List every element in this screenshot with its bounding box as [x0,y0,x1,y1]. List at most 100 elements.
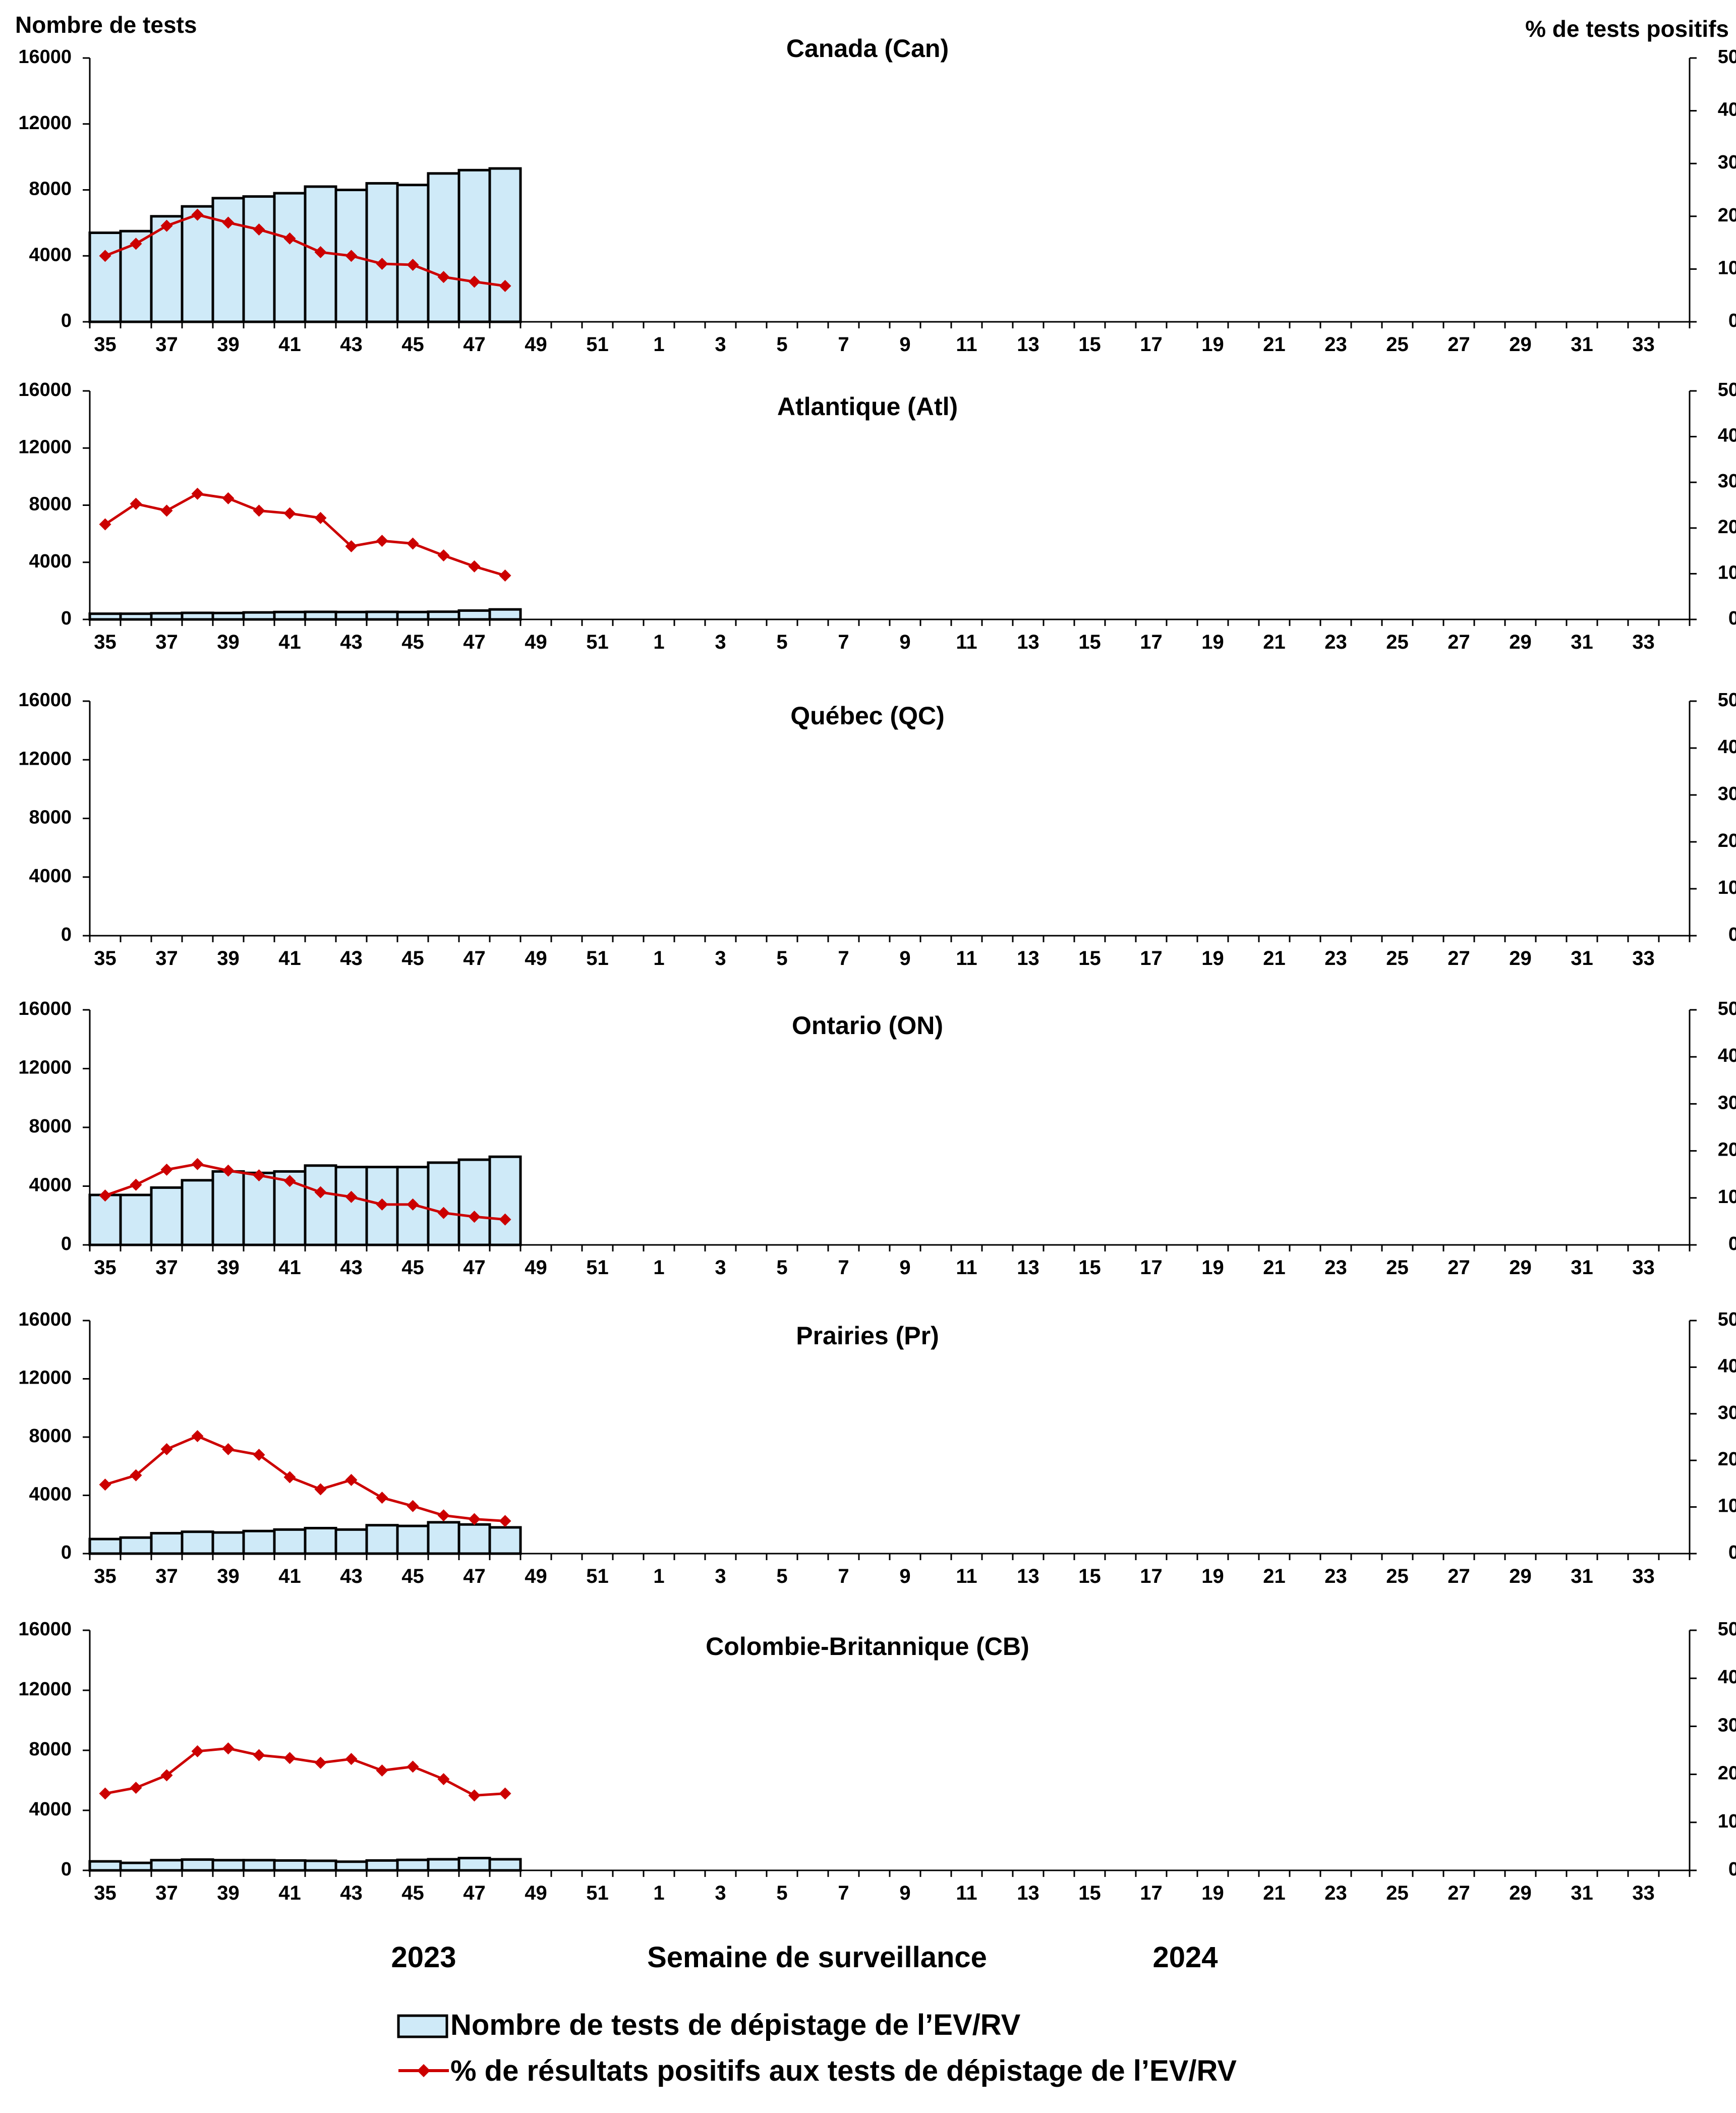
bar-tests-week-46 [427,1858,460,1872]
percent-point-week-35 [99,250,111,262]
bar-tests-week-37 [150,612,184,621]
x-tick-label: 3 [715,631,726,653]
x-tick-label: 11 [956,1565,977,1587]
x-tick-label: 15 [1078,1257,1101,1279]
percent-point-week-38 [191,1430,204,1443]
right-tick-label: 30 [1718,152,1736,173]
bar-tests-week-44 [365,1859,399,1872]
bar-tests-week-36 [119,1861,153,1872]
percent-point-week-46 [437,549,450,562]
left-tick-label: 16000 [18,379,72,401]
bar-tests-week-41 [273,1859,307,1872]
percent-point-week-43 [345,1474,358,1487]
x-tick-label: 1 [653,333,664,356]
x-tick-label: 35 [94,947,117,969]
percent-point-week-37 [160,1443,173,1456]
right-tick-label: 30 [1718,783,1736,805]
x-tick-label: 49 [525,631,547,653]
bar-tests-week-47 [457,1523,491,1555]
x-tick-label: 39 [217,333,240,356]
left-tick-label: 4000 [29,1799,72,1820]
bar-tests-week-47 [457,168,491,323]
panel-title: Ontario (ON) [792,1011,943,1040]
percent-point-week-47 [468,1513,481,1525]
percent-point-week-47 [468,275,481,288]
x-tick-label: 1 [653,1882,664,1904]
x-tick-label: 7 [838,1257,849,1279]
left-tick-label: 0 [61,924,72,945]
left-tick-label: 12000 [18,748,72,769]
bar-tests-week-43 [334,1528,368,1555]
x-tick-label: 25 [1386,1257,1409,1279]
percent-point-week-48 [499,279,511,292]
x-tick-label: 31 [1571,333,1593,356]
percent-point-week-43 [345,540,358,553]
x-tick-label: 19 [1201,1882,1224,1904]
x-tick-label: 41 [278,947,301,969]
bar-tests-week-42 [304,1859,337,1872]
x-tick-label: 49 [525,1257,547,1279]
percent-point-week-41 [283,1175,296,1187]
x-tick-label: 7 [838,333,849,356]
bar-tests-week-45 [396,1858,430,1872]
bar-tests-week-40 [242,1859,276,1872]
x-tick-label: 7 [838,631,849,653]
left-tick-label: 8000 [29,494,72,515]
bar-tests-week-48 [488,167,522,323]
percent-point-week-40 [253,223,265,236]
x-tick-label: 37 [155,947,178,969]
bar-tests-week-42 [304,610,337,621]
bar-tests-week-46 [427,610,460,621]
x-tick-label: 13 [1017,947,1039,969]
bar-tests-week-39 [211,1170,245,1246]
x-tick-label: 17 [1140,631,1163,653]
percent-point-week-39 [222,1443,235,1456]
x-tick-label: 39 [217,1882,240,1904]
left-tick-label: 0 [61,1859,72,1880]
x-tick-label: 33 [1632,631,1655,653]
right-tick-label: 20 [1718,205,1736,226]
right-tick-label: 0 [1728,924,1736,945]
percent-point-week-46 [437,1207,450,1219]
x-tick-label: 9 [899,1257,910,1279]
x-tick-label: 41 [278,333,301,356]
left-tick-label: 16000 [18,998,72,1019]
x-tick-label: 37 [155,631,178,653]
percent-point-week-48 [499,1213,511,1226]
x-tick-label: 5 [776,631,787,653]
x-tick-label: 1 [653,947,664,969]
x-tick-label: 27 [1448,1565,1470,1587]
x-tick-label: 25 [1386,947,1409,969]
bar-tests-week-46 [427,1521,460,1555]
percent-point-week-42 [314,1186,327,1198]
x-tick-label: 21 [1263,333,1286,356]
x-tick-label: 15 [1078,1565,1101,1587]
panel-title: Prairies (Pr) [796,1322,939,1350]
percent-point-week-38 [191,1745,204,1757]
x-tick-label: 21 [1263,631,1286,653]
x-tick-label: 41 [278,631,301,653]
percent-point-week-48 [499,1515,511,1527]
x-tick-label: 15 [1078,631,1101,653]
x-tick-label: 27 [1448,1257,1470,1279]
x-tick-label: 23 [1324,631,1347,653]
left-tick-label: 12000 [18,436,72,458]
x-tick-label: 13 [1017,1565,1039,1587]
x-tick-label: 1 [653,1257,664,1279]
right-tick-label: 10 [1718,877,1736,898]
x-tick-label: 33 [1632,333,1655,356]
percent-point-week-41 [283,232,296,245]
percent-point-week-40 [253,1749,265,1761]
right-tick-label: 30 [1718,1715,1736,1736]
percent-point-week-44 [376,1492,388,1504]
bar-tests-week-48 [488,1858,522,1872]
percent-positive-line [104,1163,505,1221]
x-tick-label: 33 [1632,947,1655,969]
x-tick-label: 9 [899,947,910,969]
right-tick-label: 30 [1718,471,1736,492]
percent-point-week-37 [160,504,173,517]
percent-point-week-38 [191,208,204,221]
percent-point-week-37 [160,219,173,232]
x-tick-label: 43 [340,631,363,653]
right-tick-label: 30 [1718,1092,1736,1113]
